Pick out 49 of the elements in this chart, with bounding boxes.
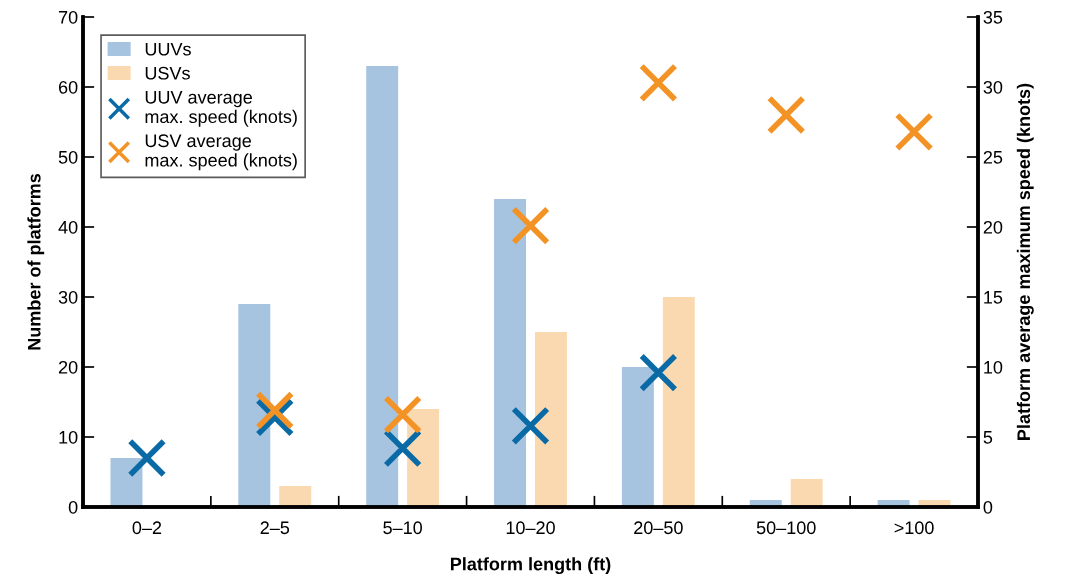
bar [621,367,654,507]
y-tick-label: 30 [58,290,78,304]
y2-tick-label: 10 [984,360,1003,374]
x-axis-title: Platform length (ft) [450,557,611,575]
x-tick-label: 10–20 [506,521,555,535]
bar [662,297,695,507]
y-tick-label: 0 [68,500,78,514]
point [255,390,295,430]
y-tick-label: 10 [59,430,78,444]
x-tick-label: 2–5 [260,521,290,535]
point [383,395,423,435]
legend-label: UUV average max. speed (knots) [145,91,297,127]
bar [494,199,527,507]
legend-label: USVs [145,66,190,80]
y-tick-label: 40 [58,220,78,234]
y2-tick-label: 35 [983,10,1003,24]
legend-label: UUVs [145,42,191,56]
point [638,353,678,393]
point [894,112,934,152]
y2-tick-label: 25 [983,150,1003,164]
point [511,406,550,446]
y-tick-label: 20 [58,360,78,374]
point [511,206,550,246]
x-tick-label: 50–100 [756,521,816,535]
y-tick-label: 60 [58,80,78,94]
y2-tick-label: 0 [983,500,993,514]
y2-tick-label: 5 [983,431,993,444]
point [127,438,167,478]
bar [279,486,312,507]
point [766,95,806,135]
x-tick-label: >100 [894,521,934,535]
y2-tick-label: 20 [983,220,1003,234]
bar [790,479,823,507]
y2-tick-label: 15 [984,291,1003,304]
x-tick-label: 0–2 [132,521,162,535]
y2-tick-label: 30 [983,80,1003,94]
x-tick-label: 20–50 [634,521,683,535]
bar [110,458,143,507]
bar [534,332,567,507]
y-tick-label: 50 [58,150,78,164]
point [638,63,678,103]
y-tick-label: 70 [58,10,78,24]
bar [366,66,399,507]
point [383,428,423,468]
y2-axis-title: Platform average maximum speed (knots) [1016,83,1034,440]
legend-label: USV average max. speed (knots) [145,134,297,171]
y-axis-title: Number of platforms [27,173,45,350]
x-tick-label: 5–10 [383,521,423,535]
bar [238,304,271,507]
